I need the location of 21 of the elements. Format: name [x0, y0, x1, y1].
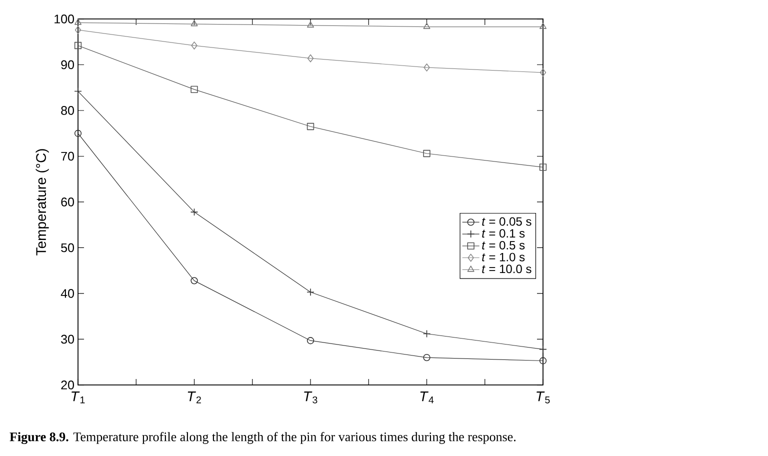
y-tick-label: 30 — [61, 334, 74, 344]
y-tick-label: 80 — [61, 106, 74, 115]
y-tick-label: 50 — [61, 243, 74, 252]
x-tick-label: T$_{2}$ — [188, 392, 201, 404]
legend-label: t = 10.0 s — [482, 264, 532, 274]
y-tick-label: 100 — [54, 14, 74, 24]
legend-label: t = 0.1 s — [482, 229, 525, 238]
y-tick-label: 20 — [61, 380, 74, 390]
y-tick-label: 90 — [61, 60, 74, 70]
y-tick-label: 70 — [61, 152, 74, 161]
x-tick-label: T$_{3}$ — [304, 392, 318, 404]
y-axis-title: Temperature (°C) — [36, 149, 49, 256]
x-tick-label: T$_{4}$ — [420, 392, 434, 404]
x-tick-label: T$_{5}$ — [536, 392, 550, 404]
legend-label: t = 1.0 s — [482, 252, 525, 262]
y-tick-label: 60 — [61, 198, 74, 206]
legend-label: t = 0.05 s — [482, 217, 532, 226]
legend-label: t = 0.5 s — [482, 240, 525, 250]
text: Figure 8.9. Temperature profile along the length of the pin for various times during the response. — [10, 432, 516, 444]
x-tick-label: T$_{1}$ — [72, 392, 85, 404]
y-tick-label: 40 — [60, 289, 74, 298]
